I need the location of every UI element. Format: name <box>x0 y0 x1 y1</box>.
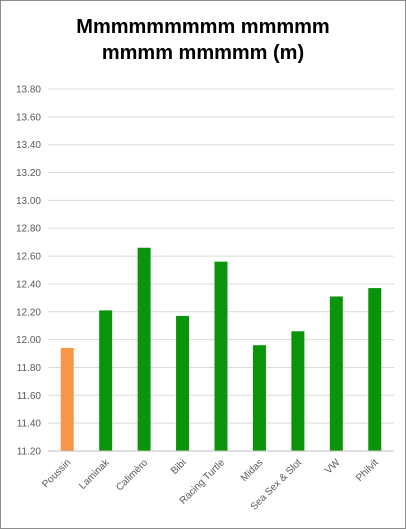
y-tick-label: 11.20 <box>17 447 42 458</box>
y-tick-label: 12.60 <box>16 252 41 263</box>
bar-racing-turtle <box>214 261 228 451</box>
bar-philvit <box>368 288 382 451</box>
y-tick-label: 12.00 <box>16 335 41 346</box>
bar-sea-sex-slot <box>291 331 305 451</box>
y-tick-label: 13.00 <box>16 196 41 207</box>
y-tick-label: 11.80 <box>17 363 42 374</box>
y-tick-label: 13.80 <box>16 85 41 96</box>
bar-poussin <box>60 347 74 451</box>
bar-vw <box>329 296 343 451</box>
chart-title: Mmmmmmmmm mmmmm mmmm mmmmm (m) <box>0 14 406 66</box>
bars <box>60 247 382 451</box>
x-tick-label: Poussin <box>40 457 73 490</box>
bar-calim-ro <box>137 247 151 451</box>
chart-title-line-1: Mmmmmmmmm mmmmm <box>76 16 330 38</box>
y-tick-label: 11.60 <box>17 391 42 402</box>
x-tick-label: Calimèro <box>114 457 150 493</box>
x-tick-label: Midas <box>239 457 266 484</box>
bar-bibi <box>176 315 190 451</box>
y-tick-label: 12.20 <box>16 307 41 318</box>
y-tick-label: 12.80 <box>16 224 41 235</box>
y-tick-label: 13.60 <box>16 112 41 123</box>
y-axis-ticks: 11.20 11.40 11.60 11.80 12.00 12.20 12.40 12.60… <box>16 85 41 458</box>
chart-title-line-2: mmmm mmmmm (m) <box>101 42 305 64</box>
x-tick-label: Philvit <box>354 457 381 484</box>
y-tick-label: 13.20 <box>16 168 41 179</box>
x-tick-label: VW <box>323 457 343 477</box>
y-tick-label: 13.40 <box>16 140 41 151</box>
x-tick-label: Bibi <box>169 457 189 477</box>
x-tick-label: Laminak <box>77 457 112 492</box>
y-tick-label: 12.40 <box>16 279 41 290</box>
y-tick-label: 11.40 <box>17 419 42 430</box>
bar-laminak <box>99 310 113 451</box>
bar-midas <box>252 345 266 451</box>
